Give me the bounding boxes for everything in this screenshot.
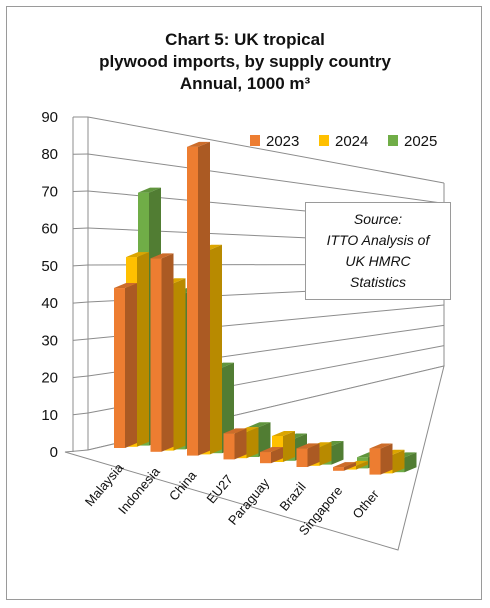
y-tick-label: 40 — [41, 295, 58, 312]
bar-paraguay-2023 — [260, 447, 283, 464]
source-line-1: Source: — [353, 211, 403, 227]
y-tick-label: 80 — [41, 146, 58, 163]
y-tick-label: 60 — [41, 221, 58, 238]
legend-label: 2025 — [404, 133, 437, 150]
gridline-side — [72, 338, 89, 341]
source-line-4: Statistics — [349, 274, 406, 290]
source-note: Source: ITTO Analysis of UK HMRC Statist… — [305, 202, 451, 300]
legend-item-2024: 2024 — [319, 133, 368, 150]
y-tick-label: 0 — [50, 444, 58, 461]
chart-title-line-3: Annual, 1000 m³ — [179, 74, 311, 93]
y-tick-label: 20 — [41, 370, 58, 387]
legend-label: 2023 — [266, 133, 299, 150]
gridline-back — [87, 153, 445, 204]
gridline-side — [72, 412, 89, 416]
legend: 2023 2024 2025 — [250, 133, 437, 150]
source-line-2: ITTO Analysis of — [326, 232, 430, 248]
y-tick-label: 50 — [41, 258, 58, 275]
bar-malaysia-2023 — [114, 283, 137, 448]
y-tick-label: 10 — [41, 407, 58, 424]
gridline-side — [72, 301, 89, 304]
bar-singapore-2023 — [333, 462, 356, 471]
y-tick-label: 90 — [41, 109, 58, 126]
legend-swatch — [250, 135, 260, 146]
y-tick-labels: 0 10 20 30 40 50 60 70 80 90 — [41, 109, 58, 461]
y-tick-label: 70 — [41, 183, 58, 200]
legend-swatch — [319, 135, 329, 146]
chart-title: Chart 5: UK tropical plywood imports, by… — [7, 29, 483, 95]
gridline-back — [87, 116, 445, 184]
chart-title-line-1: Chart 5: UK tropical — [165, 30, 325, 49]
y-tick-label: 30 — [41, 332, 58, 349]
chart-title-line-2: plywood imports, by supply country — [99, 52, 391, 71]
source-line-3: UK HMRC — [345, 253, 411, 269]
bars — [114, 141, 417, 475]
gridline-side — [72, 375, 89, 379]
legend-item-2025: 2025 — [388, 133, 437, 150]
bar-indonesia-2023 — [150, 253, 174, 452]
legend-label: 2024 — [335, 133, 368, 150]
bar-china-2023 — [187, 141, 210, 456]
bar-brazil-2023 — [296, 443, 320, 467]
gridline-side — [72, 227, 89, 230]
legend-item-2023: 2023 — [250, 133, 299, 150]
legend-swatch — [388, 135, 398, 146]
bar-eu27-2023 — [223, 428, 247, 460]
bar-other-2023 — [369, 443, 393, 475]
gridline-side — [72, 264, 89, 267]
